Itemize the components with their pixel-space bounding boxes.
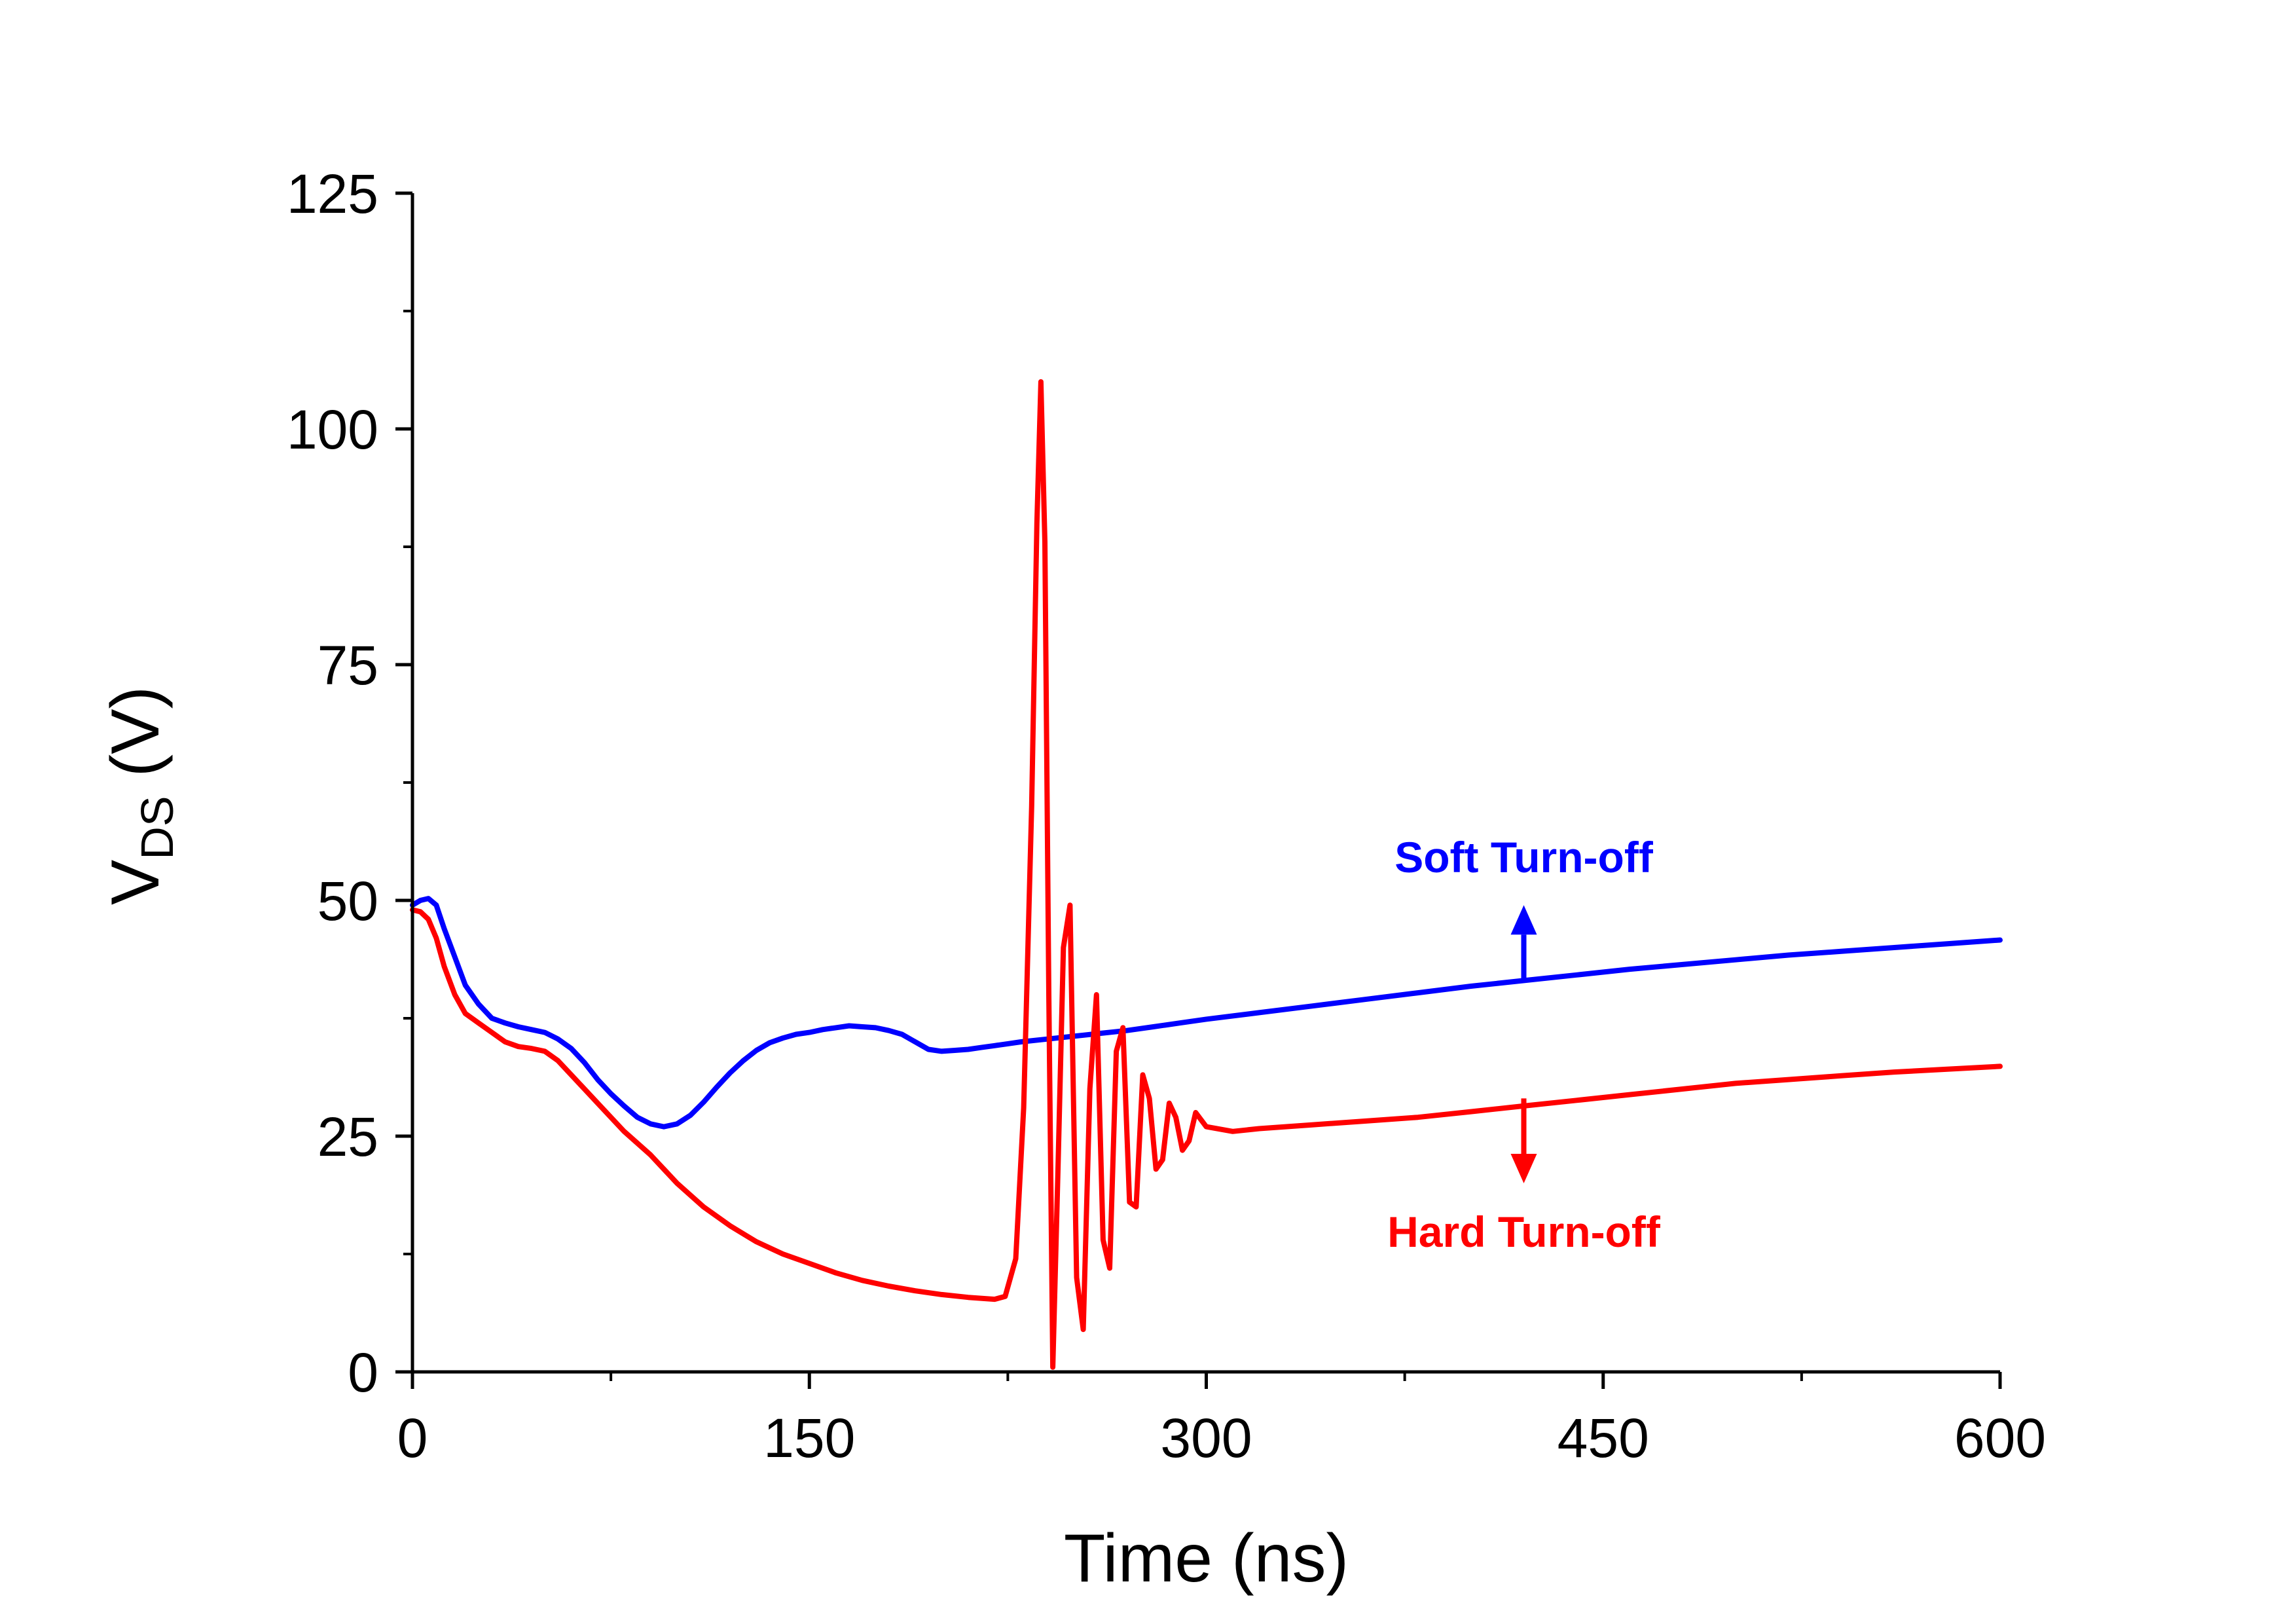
annotation-label-2: Hard Turn-off	[1387, 1208, 1661, 1256]
x-axis-title: Time (ns)	[1064, 1521, 1349, 1596]
series-line-2	[410, 379, 2003, 1370]
y-axis-title-subscript: DS	[132, 796, 183, 859]
y-axis-title: VDS (V)	[98, 686, 183, 905]
y-tick-label: 100	[287, 399, 378, 460]
x-tick-label: 300	[1160, 1407, 1252, 1469]
y-tick-label: 0	[348, 1342, 378, 1403]
annotation-arrow-head	[1510, 905, 1537, 935]
x-tick-label: 0	[397, 1407, 428, 1469]
series-layer	[410, 379, 2003, 1370]
y-tick-label: 50	[318, 870, 378, 932]
plot-area	[410, 379, 2003, 1370]
y-axis-title-unit: (V)	[98, 686, 173, 796]
y-axis-title-main: V	[98, 860, 173, 905]
annotation-arrow-head	[1510, 1154, 1537, 1183]
y-tick-label: 25	[318, 1106, 378, 1168]
x-tick-label: 450	[1558, 1407, 1649, 1469]
y-tick-label: 75	[318, 635, 378, 696]
x-tick-label: 150	[763, 1407, 855, 1469]
annotations: Soft Turn-off Hard Turn-off	[1387, 833, 1661, 1256]
x-axis-ticks: 0 150 300 450 600	[397, 1372, 2046, 1469]
axes: 0 150 300 450 600 0 25 50 75 100 125	[287, 163, 2046, 1469]
x-tick-label: 600	[1954, 1407, 2046, 1469]
y-tick-label: 125	[287, 163, 378, 225]
series-line-1	[410, 896, 2003, 1130]
annotation-label-1: Soft Turn-off	[1394, 833, 1654, 881]
y-axis-ticks: 0 25 50 75 100 125	[287, 163, 412, 1403]
